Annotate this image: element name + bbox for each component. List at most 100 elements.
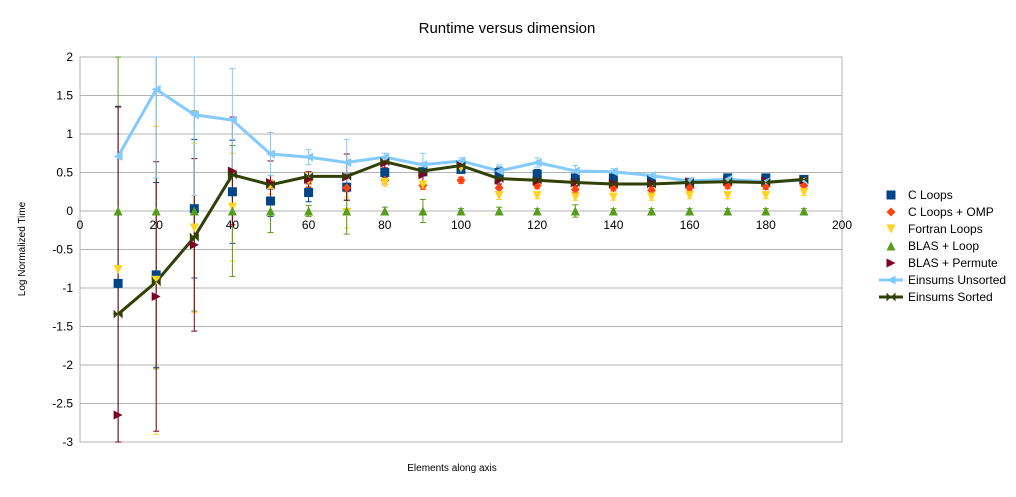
data-point-blas-loop [227,206,237,216]
data-point-einsums-unsorted [189,110,199,120]
data-point-einsums-unsorted [494,166,504,176]
data-point-blas-loop [151,206,161,216]
y-tick-label: 1.5 [56,89,73,103]
data-point-fortran-loops [494,191,504,201]
x-tick-label: 80 [378,218,392,232]
data-point-blas-loop [266,206,275,216]
data-point-blas-permute [113,410,123,420]
data-point-c-loops-omp [570,184,580,194]
chart-title: Runtime versus dimension [419,20,596,37]
plot-area-border [79,56,843,443]
x-tick-label: 200 [832,218,852,232]
data-point-einsums-sorted [380,157,390,167]
data-point-blas-loop [189,206,199,216]
data-point-blas-loop [799,206,809,216]
data-point-einsums-unsorted [647,171,656,181]
legend-label-fortran-loops: Fortran Loops [908,222,983,236]
data-point-c-loops-omp [494,183,504,193]
data-point-blas-loop [342,206,352,216]
y-tick-label: -1 [62,281,73,295]
data-point-fortran-loops [189,223,199,233]
data-point-einsums-sorted [685,178,695,188]
data-point-c-loops-omp [342,183,352,193]
tick-labels: 21.510.50-0.5-1-1.5-2-2.5-30204060801001… [52,50,852,449]
legend-item-c-loops-omp: C Loops + OMP [886,205,994,219]
data-point-c-loops [647,174,656,184]
legend-item-einsums-unsorted: Einsums Unsorted [879,273,1006,287]
data-point-einsums-sorted [647,179,656,189]
data-point-c-loops [304,188,314,198]
data-point-einsums-unsorted [342,157,352,167]
y-tick-label: 0 [66,204,73,218]
data-point-einsums-sorted [570,178,580,188]
y-axis-title: Log Normalized Time [17,201,28,296]
data-point-einsums-sorted [266,180,275,190]
data-point-c-loops [570,173,580,183]
data-point-blas-loop [113,206,123,216]
data-point-c-loops [227,187,237,197]
x-tick-label: 140 [603,218,623,232]
legend-marker-blas-loop [886,241,896,251]
data-point-blas-loop [494,206,504,216]
data-point-blas-loop [761,206,771,216]
legend-label-einsums-sorted: Einsums Sorted [908,290,993,304]
data-point-einsums-unsorted [418,160,428,170]
data-point-einsums-sorted [151,277,161,287]
data-point-einsums-sorted [227,170,237,180]
data-point-einsums-unsorted [113,151,123,161]
data-point-blas-loop [304,206,314,216]
data-point-c-loops [608,173,618,183]
data-point-einsums-unsorted [608,167,618,177]
data-point-einsums-unsorted [266,149,275,159]
data-point-einsums-sorted [113,309,123,319]
legend-item-einsums-sorted: Einsums Sorted [879,290,993,304]
data-point-einsums-sorted [304,171,314,181]
data-point-einsums-sorted [456,161,466,171]
y-tick-label: -2.5 [52,397,73,411]
legend-label-blas-permute: BLAS + Permute [908,256,998,270]
data-point-fortran-loops [647,192,656,202]
x-tick-label: 60 [302,218,316,232]
data-point-fortran-loops [723,191,733,201]
data-point-fortran-loops [799,188,809,198]
data-point-c-loops [266,196,275,206]
data-point-blas-loop [647,206,656,216]
data-point-blas-loop [532,206,542,216]
data-point-c-loops [113,278,123,288]
data-point-einsums-unsorted [456,156,466,166]
data-points [113,84,809,420]
data-point-fortran-loops [685,191,695,201]
data-point-blas-loop [456,206,466,216]
data-point-fortran-loops [608,192,618,202]
data-point-fortran-loops [761,191,771,201]
x-tick-label: 180 [756,218,776,232]
legend-item-blas-loop: BLAS + Loop [886,239,979,253]
legend-marker-blas-permute [886,258,896,268]
y-tick-label: 2 [66,50,73,64]
data-point-blas-loop [608,206,618,216]
data-point-einsums-sorted [761,178,771,188]
legend-item-blas-permute: BLAS + Permute [886,256,998,270]
data-point-einsums-sorted [342,171,352,181]
legend-label-c-loops-omp: C Loops + OMP [908,205,994,219]
legend-marker-einsums-unsorted [886,275,896,285]
data-point-c-loops-omp [456,175,466,185]
x-tick-label: 160 [680,218,700,232]
data-point-c-loops-omp [685,183,695,193]
legend-label-blas-loop: BLAS + Loop [908,239,979,253]
data-point-c-loops [532,169,542,179]
legend-item-c-loops: C Loops [886,188,953,202]
data-point-einsums-unsorted [570,166,580,176]
data-point-einsums-sorted [494,174,504,184]
data-point-fortran-loops [532,191,542,201]
data-point-einsums-sorted [189,232,199,242]
x-tick-label: 120 [527,218,547,232]
y-tick-label: -1.5 [52,320,73,334]
legend: C Loops C Loops + OMP Fortran Loops BLAS + … [879,188,1006,304]
legend-label-einsums-unsorted: Einsums Unsorted [908,273,1006,287]
data-point-fortran-loops [570,192,580,202]
data-point-einsums-sorted [723,177,733,187]
data-point-einsums-sorted [532,175,542,185]
